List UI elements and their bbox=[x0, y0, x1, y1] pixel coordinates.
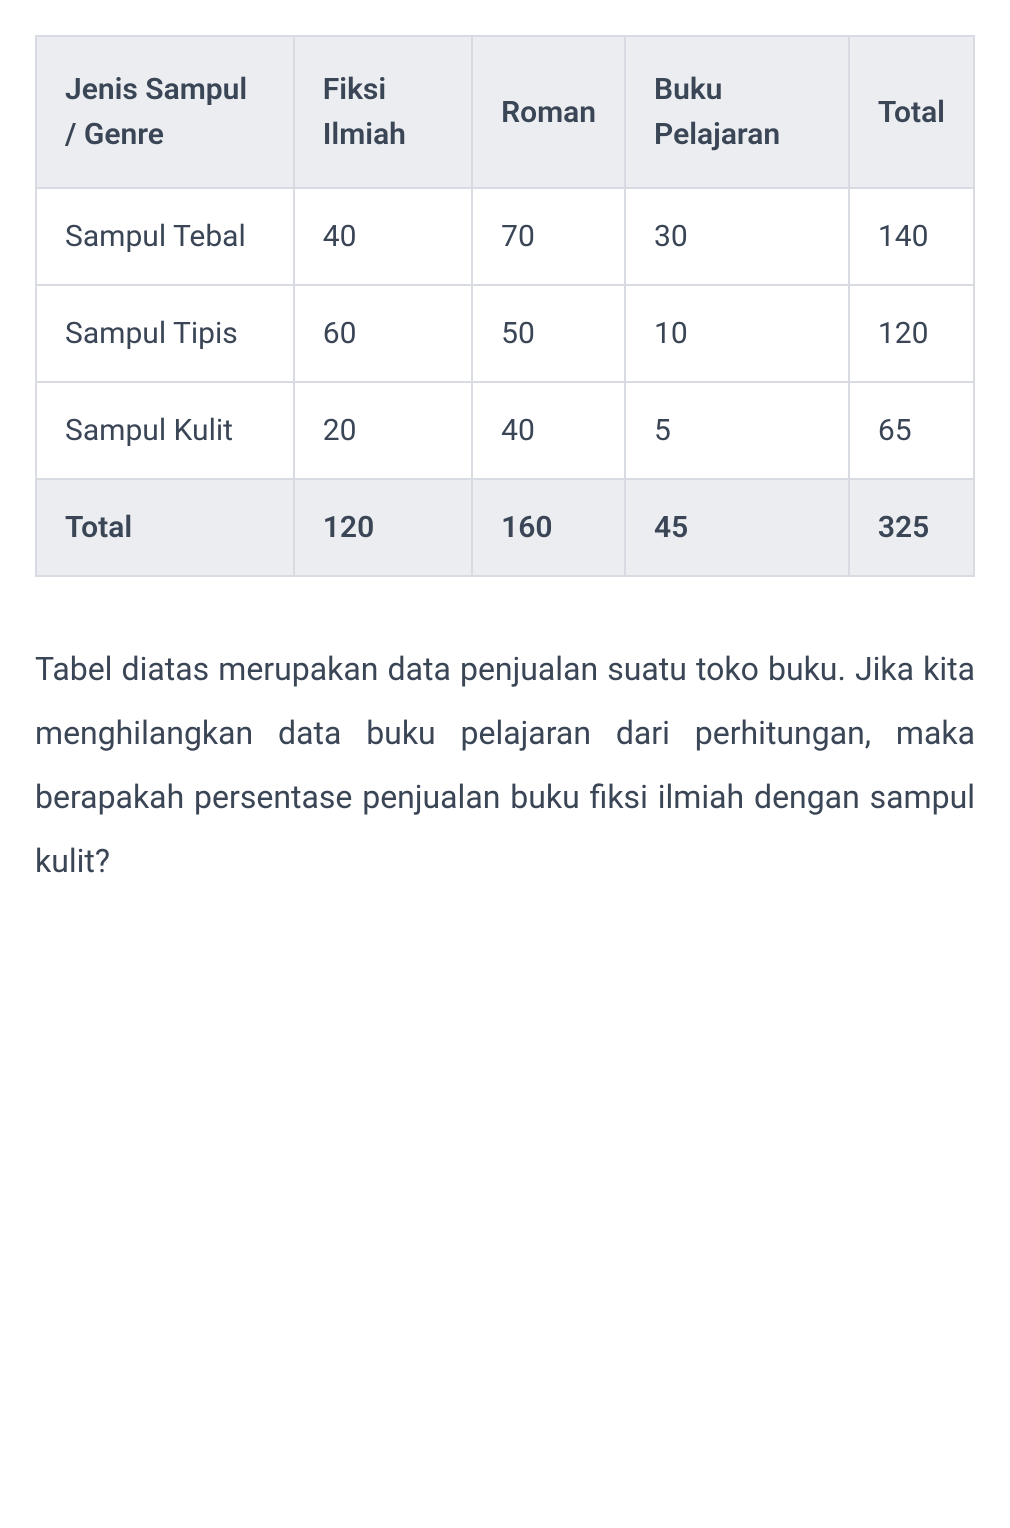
data-cell: 140 bbox=[849, 188, 974, 285]
header-cell: Total bbox=[849, 36, 974, 188]
table-header-row: Jenis Sampul / Genre Fiksi Ilmiah Roman … bbox=[36, 36, 974, 188]
total-cell: 160 bbox=[472, 479, 625, 576]
data-cell: 40 bbox=[472, 382, 625, 479]
question-text: Tabel diatas merupakan data penjualan su… bbox=[35, 637, 975, 893]
header-cell: Roman bbox=[472, 36, 625, 188]
total-cell: 325 bbox=[849, 479, 974, 576]
table-total-row: Total 120 160 45 325 bbox=[36, 479, 974, 576]
total-cell: 120 bbox=[294, 479, 472, 576]
table-row: Sampul Tipis 60 50 10 120 bbox=[36, 285, 974, 382]
row-label-cell: Sampul Tebal bbox=[36, 188, 294, 285]
data-cell: 30 bbox=[625, 188, 849, 285]
table-row: Sampul Kulit 20 40 5 65 bbox=[36, 382, 974, 479]
data-cell: 20 bbox=[294, 382, 472, 479]
header-cell: Fiksi Ilmiah bbox=[294, 36, 472, 188]
table-row: Sampul Tebal 40 70 30 140 bbox=[36, 188, 974, 285]
row-label-cell: Sampul Tipis bbox=[36, 285, 294, 382]
total-cell: 45 bbox=[625, 479, 849, 576]
data-cell: 70 bbox=[472, 188, 625, 285]
data-cell: 120 bbox=[849, 285, 974, 382]
header-cell: Buku Pelajaran bbox=[625, 36, 849, 188]
data-cell: 10 bbox=[625, 285, 849, 382]
data-cell: 5 bbox=[625, 382, 849, 479]
content-container: Jenis Sampul / Genre Fiksi Ilmiah Roman … bbox=[0, 0, 1010, 960]
data-cell: 40 bbox=[294, 188, 472, 285]
sales-table: Jenis Sampul / Genre Fiksi Ilmiah Roman … bbox=[35, 35, 975, 577]
row-label-cell: Sampul Kulit bbox=[36, 382, 294, 479]
data-cell: 50 bbox=[472, 285, 625, 382]
header-cell: Jenis Sampul / Genre bbox=[36, 36, 294, 188]
data-cell: 60 bbox=[294, 285, 472, 382]
total-label-cell: Total bbox=[36, 479, 294, 576]
data-cell: 65 bbox=[849, 382, 974, 479]
